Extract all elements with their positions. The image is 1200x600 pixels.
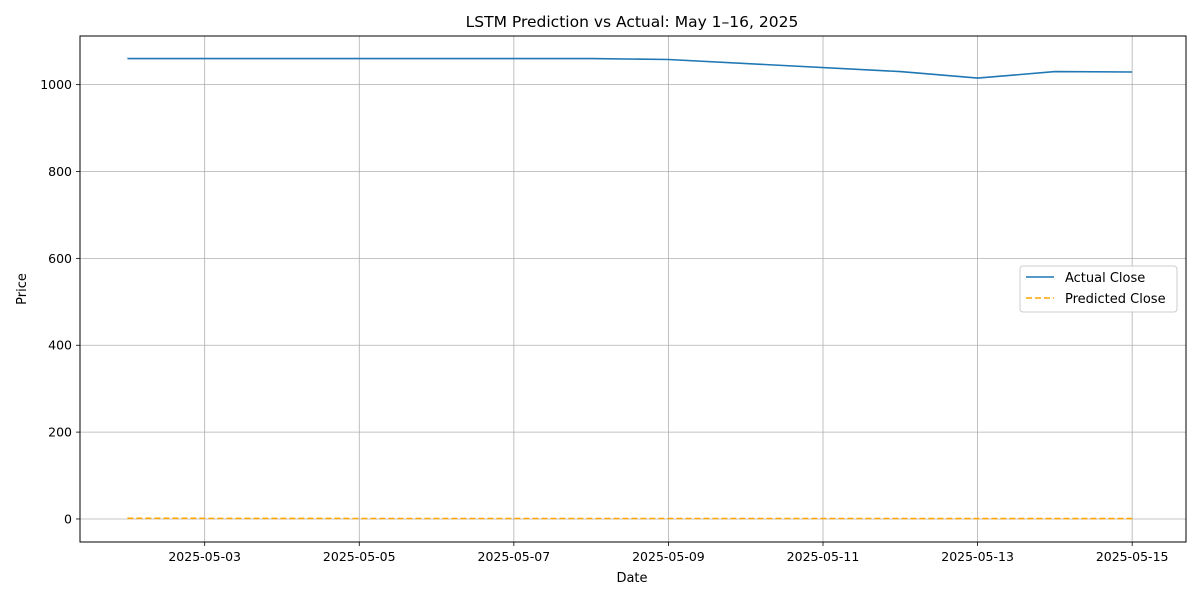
legend: Actual Close Predicted Close <box>1019 265 1178 313</box>
y-tick-label: 200 <box>48 425 72 440</box>
x-tick-label: 2025-05-09 <box>632 549 705 564</box>
series-line-actual-close <box>127 57 1133 79</box>
series-lines <box>127 57 1133 520</box>
legend-frame <box>1019 265 1178 313</box>
axis-ticks: 2025-05-03 2025-05-05 2025-05-07 2025-05-09… <box>40 77 1168 564</box>
x-tick-label: 2025-05-07 <box>478 549 551 564</box>
legend-label-actual-close: Actual Close <box>1065 271 1145 286</box>
y-tick-label: 1000 <box>40 77 72 92</box>
x-tick-label: 2025-05-11 <box>787 549 860 564</box>
chart-title: LSTM Prediction vs Actual: May 1–16, 202… <box>466 13 799 31</box>
plot-area-frame <box>79 35 1187 543</box>
x-axis-label: Date <box>616 571 647 586</box>
x-tick-label: 2025-05-05 <box>323 549 396 564</box>
x-tick-label: 2025-05-15 <box>1096 549 1169 564</box>
y-tick-label: 0 <box>64 511 72 526</box>
y-tick-label: 600 <box>48 251 72 266</box>
y-axis-label: Price <box>15 273 30 305</box>
legend-label-predicted-close: Predicted Close <box>1065 292 1166 307</box>
x-tick-label: 2025-05-03 <box>168 549 241 564</box>
y-tick-label: 400 <box>48 338 72 353</box>
y-tick-label: 800 <box>48 164 72 179</box>
x-tick-label: 2025-05-13 <box>941 549 1014 564</box>
